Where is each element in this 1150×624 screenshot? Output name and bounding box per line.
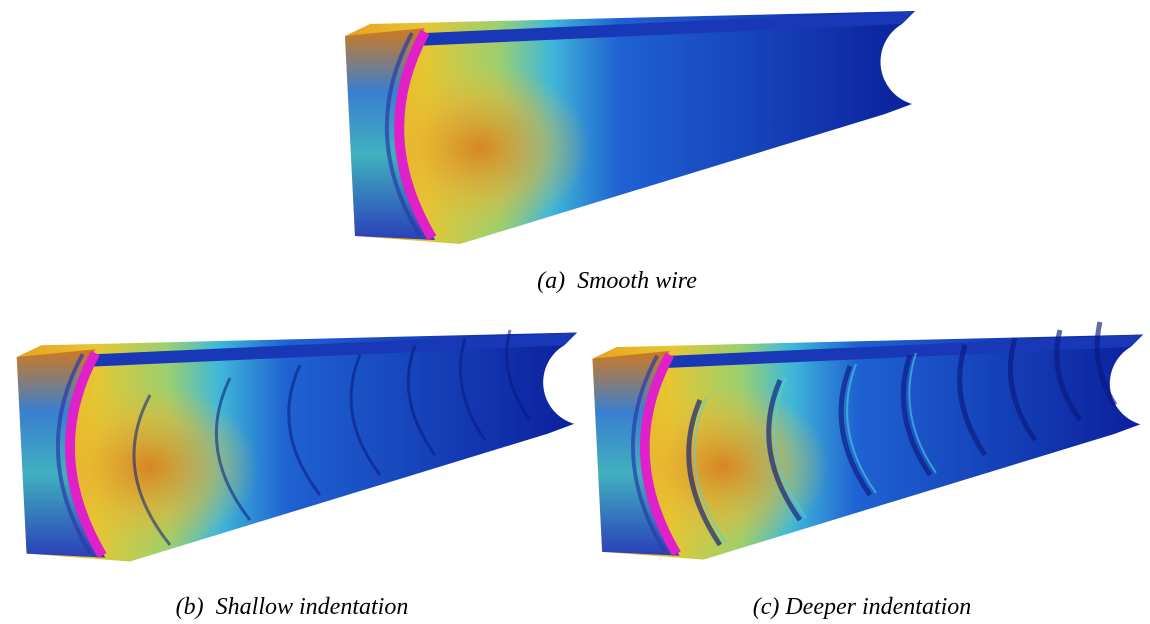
figure-page: (a) Smooth wire (b) Shallow indentation … xyxy=(0,0,1150,624)
figure-art xyxy=(0,0,1150,624)
caption: (c) Deeper indentation xyxy=(753,594,972,621)
wire-shallow xyxy=(17,330,577,562)
caption: (a) Smooth wire xyxy=(537,268,697,295)
caption: (b) Shallow indentation xyxy=(176,594,409,621)
wire-smooth xyxy=(345,11,915,244)
wire-deeper xyxy=(592,322,1143,560)
